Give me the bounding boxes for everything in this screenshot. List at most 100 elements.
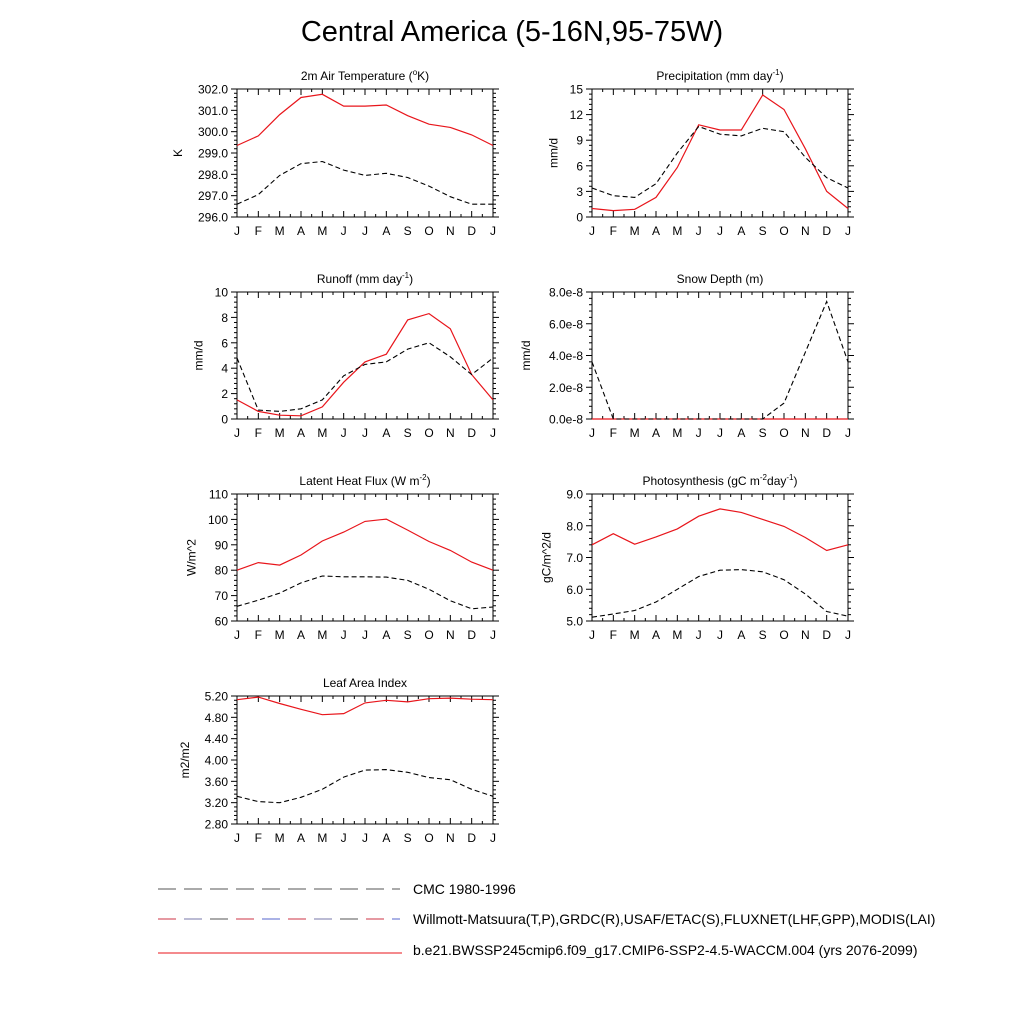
series-line-obs bbox=[591, 299, 849, 420]
x-tick-label: J bbox=[234, 224, 240, 238]
x-tick-label: A bbox=[297, 831, 305, 845]
x-tick-label: N bbox=[446, 224, 455, 238]
x-tick-label: M bbox=[275, 831, 285, 845]
x-tick-label: N bbox=[801, 224, 810, 238]
x-tick-label: M bbox=[317, 831, 327, 845]
x-tick-label: N bbox=[446, 426, 455, 440]
x-tick-label: N bbox=[446, 831, 455, 845]
y-axis-label: W/m^2 bbox=[185, 539, 199, 576]
legend-label-cmc: CMC 1980-1996 bbox=[413, 881, 516, 897]
x-tick-label: O bbox=[779, 628, 788, 642]
x-tick-label: J bbox=[696, 628, 702, 642]
x-tick-label: A bbox=[297, 224, 305, 238]
x-tick-label: J bbox=[490, 224, 496, 238]
y-tick-label: 4.00 bbox=[205, 754, 229, 768]
x-tick-label: F bbox=[255, 628, 262, 642]
x-tick-label: J bbox=[490, 426, 496, 440]
x-tick-label: F bbox=[255, 426, 262, 440]
x-tick-label: J bbox=[234, 831, 240, 845]
x-tick-label: J bbox=[717, 426, 723, 440]
panel-title: Precipitation (mm day-1) bbox=[656, 68, 783, 83]
y-tick-label: 298.0 bbox=[198, 168, 228, 182]
panel-title: Photosynthesis (gC m-2day-1) bbox=[643, 473, 798, 488]
y-tick-label: 8.0e-8 bbox=[549, 286, 583, 300]
y-tick-label: 300.0 bbox=[198, 125, 228, 139]
x-tick-label: J bbox=[589, 426, 595, 440]
y-axis-label: mm/d bbox=[546, 138, 560, 168]
x-tick-label: N bbox=[446, 628, 455, 642]
panel-title: 2m Air Temperature (oK) bbox=[301, 68, 429, 83]
series-line-obs bbox=[236, 769, 494, 804]
x-tick-label: M bbox=[630, 628, 640, 642]
series-line-model bbox=[236, 696, 494, 716]
x-tick-label: J bbox=[234, 628, 240, 642]
x-tick-label: J bbox=[490, 628, 496, 642]
x-tick-label: J bbox=[341, 628, 347, 642]
y-tick-label: 297.0 bbox=[198, 189, 228, 203]
plot-frame bbox=[236, 291, 494, 420]
x-tick-label: J bbox=[362, 628, 368, 642]
y-tick-label: 299.0 bbox=[198, 147, 228, 161]
x-tick-label: O bbox=[779, 224, 788, 238]
x-tick-label: S bbox=[759, 224, 767, 238]
x-tick-label: M bbox=[275, 426, 285, 440]
y-tick-label: 4.40 bbox=[205, 732, 229, 746]
x-tick-label: S bbox=[404, 224, 412, 238]
x-tick-label: A bbox=[737, 224, 745, 238]
x-tick-label: F bbox=[610, 426, 617, 440]
x-tick-label: A bbox=[652, 426, 660, 440]
y-tick-label: 7.0 bbox=[566, 551, 583, 565]
y-tick-label: 12 bbox=[570, 108, 584, 122]
y-tick-label: 302.0 bbox=[198, 83, 228, 97]
x-tick-label: A bbox=[652, 224, 660, 238]
y-tick-label: 100 bbox=[208, 513, 228, 527]
x-tick-label: F bbox=[255, 224, 262, 238]
x-tick-label: A bbox=[297, 426, 305, 440]
x-tick-label: J bbox=[362, 426, 368, 440]
x-tick-label: D bbox=[467, 426, 476, 440]
x-tick-label: A bbox=[382, 628, 390, 642]
chart-leaf-area-index: J F M A M J J A S O N D J2.803.203.604.004.404.805.2… bbox=[178, 676, 499, 845]
x-tick-label: F bbox=[610, 628, 617, 642]
x-tick-label: A bbox=[382, 224, 390, 238]
y-tick-label: 80 bbox=[215, 564, 229, 578]
legend-label-model: b.e21.BWSSP245cmip6.f09_g17.CMIP6-SSP2-4… bbox=[413, 942, 918, 958]
x-tick-label: J bbox=[696, 224, 702, 238]
x-tick-label: J bbox=[845, 426, 851, 440]
plot-frame bbox=[236, 695, 494, 825]
x-tick-label: M bbox=[275, 628, 285, 642]
y-tick-label: 8.0 bbox=[566, 519, 583, 533]
panel-title: Runoff (mm day-1) bbox=[317, 271, 413, 286]
x-tick-label: A bbox=[382, 831, 390, 845]
series-line-obs bbox=[236, 160, 493, 205]
x-tick-label: F bbox=[255, 831, 262, 845]
panel-title: Snow Depth (m) bbox=[677, 272, 764, 286]
x-tick-label: O bbox=[424, 628, 433, 642]
x-tick-label: S bbox=[404, 628, 412, 642]
y-tick-label: 4.80 bbox=[205, 711, 229, 725]
x-tick-label: O bbox=[424, 426, 433, 440]
series-line-model bbox=[236, 93, 494, 147]
series-line-model bbox=[591, 508, 849, 552]
x-tick-label: O bbox=[424, 831, 433, 845]
y-axis-label: m2/m2 bbox=[178, 741, 192, 778]
x-tick-label: A bbox=[737, 628, 745, 642]
x-tick-label: J bbox=[845, 224, 851, 238]
x-tick-label: M bbox=[317, 628, 327, 642]
y-axis-label: gC/m^2/d bbox=[540, 532, 554, 583]
y-tick-label: 70 bbox=[215, 589, 229, 603]
y-tick-label: 3.20 bbox=[205, 796, 229, 810]
x-tick-label: A bbox=[297, 628, 305, 642]
legend bbox=[158, 888, 402, 954]
x-tick-label: J bbox=[341, 224, 347, 238]
series-line-model bbox=[591, 94, 849, 212]
y-tick-label: 0 bbox=[221, 413, 228, 427]
y-axis-label: mm/d bbox=[519, 341, 533, 371]
y-tick-label: 301.0 bbox=[198, 104, 228, 118]
y-tick-label: 3 bbox=[576, 185, 583, 199]
x-tick-label: A bbox=[652, 628, 660, 642]
